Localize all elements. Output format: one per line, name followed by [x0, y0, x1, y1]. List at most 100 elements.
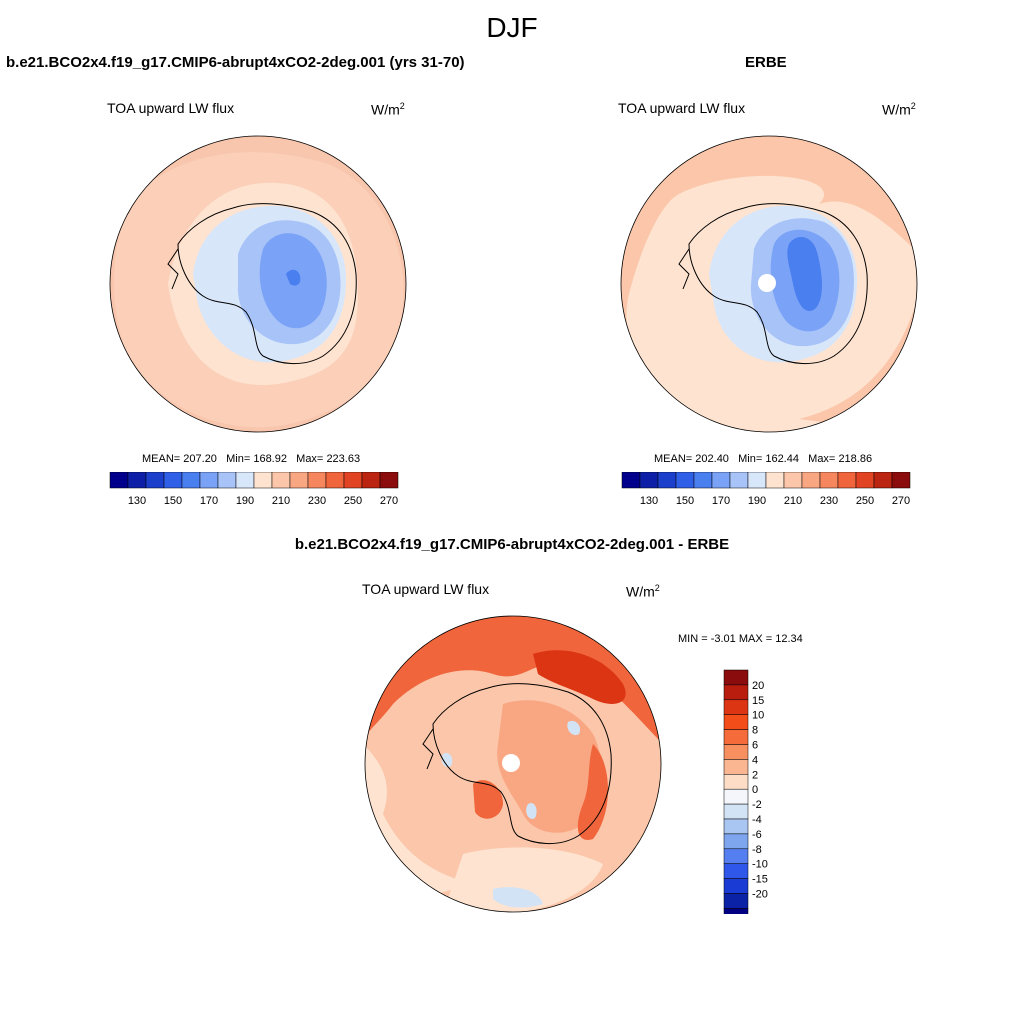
colorbar-box	[343, 472, 363, 489]
diff-units-base: W/m	[626, 583, 655, 600]
colorbar-box	[379, 472, 399, 489]
diff-max-value: 12.34	[775, 633, 803, 645]
min-label: Min=	[226, 453, 251, 465]
diff-neg-south	[493, 887, 543, 908]
colorbar-box	[127, 472, 147, 489]
diff-north-strong	[365, 616, 661, 744]
colorbar-box	[891, 472, 911, 489]
colorbar-box	[271, 472, 291, 489]
diff-north-red	[533, 650, 626, 704]
mean-label: MEAN=	[654, 453, 693, 465]
diff-neg-east	[567, 720, 581, 736]
figure-title: DJF	[486, 12, 538, 43]
colorbar-tick-label: 150	[676, 495, 694, 507]
obs-min-value: 162.44	[765, 453, 799, 465]
diff-colorbar-box	[723, 729, 749, 745]
colorbar-box	[711, 472, 731, 489]
obs-ice-level-4	[787, 237, 822, 312]
colorbar-box	[289, 472, 309, 489]
diff-colorbar-box	[723, 848, 749, 864]
diff-colorbar-box	[723, 803, 749, 820]
model-units-base: W/m	[371, 101, 400, 118]
colorbar-box	[199, 472, 219, 489]
diff-colorbar-level-label: -4	[752, 814, 762, 826]
diff-colorbar-box	[723, 774, 749, 790]
colorbar-box	[621, 472, 641, 489]
obs-colorbar: 130 150 170 190 210 230 250 270	[621, 472, 911, 507]
diff-colorbar-box	[723, 684, 749, 701]
colorbar-box	[639, 472, 659, 489]
colorbar-tick-label: 230	[308, 495, 326, 507]
diff-colorbar-box	[723, 669, 749, 686]
colorbar-box	[235, 472, 255, 489]
colorbar-box	[181, 472, 201, 489]
diff-colorbar-level-label: -15	[752, 874, 768, 886]
colorbar-tick-label: 130	[640, 495, 658, 507]
colorbar-tick-label: 210	[272, 495, 290, 507]
model-max-value: 223.63	[326, 453, 361, 465]
obs-pole-hole	[758, 274, 776, 292]
colorbar-tick-label: 190	[748, 495, 766, 507]
diff-neg-central	[526, 803, 537, 819]
colorbar-box	[765, 472, 785, 489]
colorbar-box	[307, 472, 327, 489]
diff-colorbar-box	[723, 699, 749, 715]
colorbar-tick-label: 150	[164, 495, 182, 507]
diff-polar-map	[364, 615, 662, 913]
obs-variable-label: TOA upward LW flux	[618, 100, 746, 116]
colorbar-box	[873, 472, 893, 489]
model-map-border	[109, 135, 407, 433]
diff-colorbar-box	[723, 908, 749, 914]
colorbar-box	[675, 472, 695, 489]
diff-east-strong	[577, 744, 608, 840]
diff-colorbar-level-label: 10	[752, 710, 764, 722]
max-label: Max=	[296, 453, 324, 465]
colorbar-box	[747, 472, 767, 489]
model-polar-map	[109, 135, 407, 433]
diff-colorbar-level-label: -2	[752, 799, 762, 811]
diff-colorbar-box	[723, 744, 749, 760]
model-units-label: W/m2	[371, 101, 405, 118]
diff-colorbar-box	[723, 833, 749, 850]
obs-panel-title: ERBE	[745, 54, 787, 71]
colorbar-tick-label: 230	[820, 495, 838, 507]
diff-colorbar-level-label: 8	[752, 725, 758, 737]
model-mean-value: 207.20	[183, 453, 217, 465]
diff-south-light	[443, 847, 603, 912]
diff-panel-title: b.e21.BCO2x4.f19_g17.CMIP6-abrupt4xCO2-2…	[294, 536, 730, 553]
diff-stats: MIN = -3.01 MAX = 12.34	[678, 633, 803, 645]
model-variable-label: TOA upward LW flux	[107, 100, 235, 116]
diff-variable-label: TOA upward LW flux	[362, 581, 490, 597]
diff-colorbar-level-label: 0	[752, 784, 758, 796]
diff-colorbar-level-label: -8	[752, 844, 762, 856]
obs-units-exp: 2	[910, 101, 916, 111]
diff-colorbar-level-label: 20	[752, 680, 764, 692]
colorbar-tick-label: 170	[200, 495, 218, 507]
colorbar-box	[253, 472, 273, 489]
colorbar-tick-label: 130	[128, 495, 146, 507]
diff-colorbar-level-label: 15	[752, 695, 764, 707]
diff-units-label: W/m2	[626, 583, 660, 600]
obs-stats: MEAN= 202.40 Min= 162.44 Max= 218.86	[654, 453, 872, 465]
diff-colorbar-level-label: -10	[752, 859, 768, 871]
model-colorbar: 130 150 170 190 210 230 250 270	[109, 472, 399, 507]
obs-units-base: W/m	[882, 101, 911, 118]
diff-units-exp: 2	[654, 583, 660, 593]
colorbar-tick-label: 270	[380, 495, 398, 507]
model-stats: MEAN= 207.20 Min= 168.92 Max= 223.63	[142, 453, 360, 465]
diff-interior-strong	[473, 780, 503, 819]
model-units-exp: 2	[399, 101, 405, 111]
colorbar-box	[837, 472, 857, 489]
diff-map-border	[364, 615, 662, 913]
colorbar-box	[819, 472, 839, 489]
diff-colorbar-box	[723, 878, 749, 894]
colorbar-box	[693, 472, 713, 489]
colorbar-box	[855, 472, 875, 489]
colorbar-box	[325, 472, 345, 489]
obs-map-border	[620, 135, 918, 433]
diff-coastline	[422, 683, 612, 845]
colorbar-tick-label: 250	[344, 495, 362, 507]
diff-colorbar-level-label: -20	[752, 889, 768, 901]
colorbar-box	[801, 472, 821, 489]
